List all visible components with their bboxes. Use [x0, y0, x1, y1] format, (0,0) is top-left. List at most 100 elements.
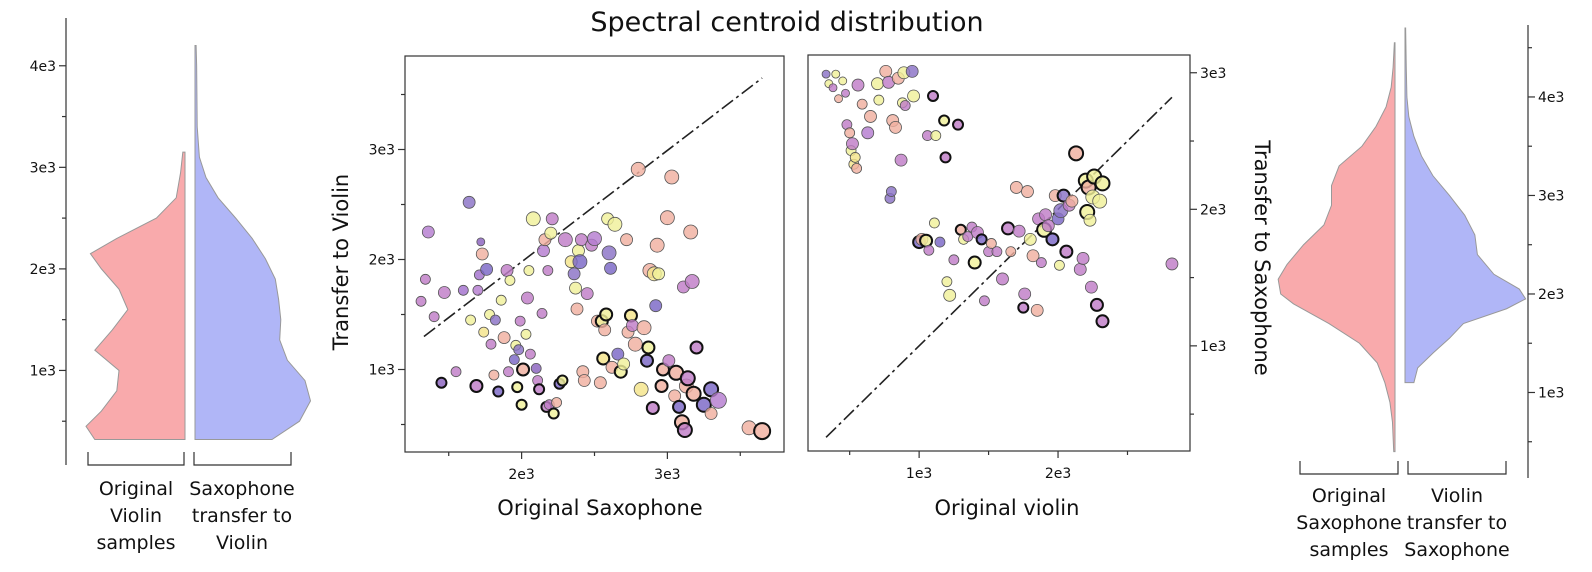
scatter-point: [689, 340, 704, 355]
scatter-x-tick-label: 3e3: [654, 467, 680, 483]
scatter-point: [664, 169, 680, 185]
scatter-point: [525, 211, 541, 227]
scatter-point: [524, 348, 536, 360]
violin-left-original-violin-density: [85, 151, 186, 441]
scatter-point: [639, 353, 654, 368]
violin-right-category-0: Original Saxophone samples: [1296, 485, 1401, 561]
scatter-point: [1076, 252, 1090, 265]
scatter-point: [710, 391, 727, 409]
scatter-point: [577, 374, 591, 387]
scatter-point: [599, 307, 614, 322]
scatter-point: [849, 152, 861, 163]
scatter-point: [662, 354, 676, 368]
scatter-point: [488, 369, 500, 381]
scatter-point: [645, 401, 660, 415]
scatter-point: [905, 64, 919, 78]
scatter-point: [1089, 297, 1104, 312]
scatter-point: [636, 320, 652, 336]
scatter-point: [834, 94, 843, 104]
scatter-point: [580, 287, 594, 301]
scatter-point: [523, 265, 535, 276]
scatter-point: [457, 284, 469, 296]
scatter-point: [1165, 257, 1179, 271]
scatter-point: [421, 225, 435, 239]
scatter-point: [572, 254, 588, 270]
scatter1-y-label: Transfer to Violin: [329, 174, 353, 351]
scatter-point: [1035, 257, 1047, 268]
scatter-point: [630, 161, 646, 177]
scatter-point: [856, 98, 868, 110]
scatter-point: [934, 236, 946, 248]
scatter-point: [544, 226, 558, 240]
violin-left-category-0: Original Violin samples: [97, 478, 176, 554]
scatter-point: [1017, 301, 1030, 314]
violin-y-tick-label: 2e3: [1538, 287, 1564, 303]
scatter-point: [626, 319, 639, 332]
bracket-violin-transfer-sax: [1407, 461, 1507, 475]
scatter-x-tick-label: 1e3: [906, 466, 932, 482]
scatter-point: [521, 291, 534, 305]
scatter-point: [1092, 193, 1108, 209]
scatter-point: [844, 127, 856, 139]
violin-y-tick-label: 3e3: [1538, 188, 1564, 204]
scatter-point: [465, 314, 476, 326]
figure-title: Spectral centroid distribution: [590, 7, 983, 38]
scatter1-points: [415, 161, 772, 441]
bracket-original-sax: [1299, 461, 1399, 475]
scatter-point: [1026, 249, 1040, 263]
scatter-point: [515, 398, 528, 411]
scatter-point: [654, 379, 669, 393]
scatter-point: [979, 295, 990, 307]
scatter-point: [627, 336, 643, 352]
scatter-point: [587, 231, 602, 247]
scatter-point: [542, 265, 554, 276]
scatter-point: [894, 153, 908, 167]
scatter-point: [1054, 259, 1065, 271]
scatter-point: [927, 89, 940, 102]
scatter-point: [873, 94, 885, 106]
scatter-point: [838, 76, 848, 86]
violin-panel-right: 1e3 2e3 3e3 4e3 Original Saxophone samples Vi…: [1277, 25, 1564, 561]
scatter-point: [476, 237, 486, 247]
scatter-point: [1068, 145, 1085, 162]
scatter-point: [695, 396, 712, 413]
scatter-point: [598, 323, 612, 337]
scatter-point: [899, 100, 911, 111]
scatter-x-tick-label: 2e3: [508, 467, 534, 483]
violin-left-sax-transfer-density: [194, 44, 312, 441]
scatter-y-tick-label: 2e3: [1200, 202, 1226, 218]
scatter-point: [684, 274, 700, 289]
scatter-point: [511, 381, 524, 394]
scatter-point: [864, 110, 877, 123]
scatter-point: [871, 77, 884, 91]
scatter-point: [475, 247, 489, 261]
scatter-point: [919, 233, 934, 248]
scatter-point: [1041, 219, 1055, 233]
scatter-y-tick-label: 3e3: [369, 143, 395, 159]
scatter-point: [879, 64, 893, 78]
scatter-point: [923, 244, 935, 256]
violin-y-tick-label: 1e3: [1538, 385, 1564, 401]
scatter-point: [1073, 262, 1087, 276]
scatter-point: [1021, 185, 1034, 198]
violin-panel-left: 1e3 2e3 3e3 4e3 Original Violin samples Saxop…: [30, 18, 312, 554]
scatter-point: [851, 78, 865, 92]
violin-y-tick-label: 4e3: [1538, 90, 1564, 106]
scatter2-y-label: Transfer to Saxophone: [1250, 139, 1274, 375]
scatter-point: [596, 351, 611, 366]
scatter-point: [497, 331, 511, 345]
scatter-point: [428, 311, 440, 323]
scatter-point: [611, 347, 625, 361]
scatter2-x-label: Original violin: [935, 496, 1080, 520]
scatter-point: [676, 422, 693, 438]
scatter-point: [478, 326, 490, 338]
scatter-point: [514, 315, 526, 327]
scatter-point: [967, 255, 982, 270]
scatter-point: [1084, 280, 1098, 294]
scatter-point: [641, 340, 656, 355]
scatter-point: [1030, 303, 1044, 317]
scatter2-frame: [807, 54, 1191, 452]
scatter2-ticks: 1e3 2e3 1e3 2e3 3e3: [849, 66, 1226, 482]
scatter-point: [1045, 232, 1060, 247]
